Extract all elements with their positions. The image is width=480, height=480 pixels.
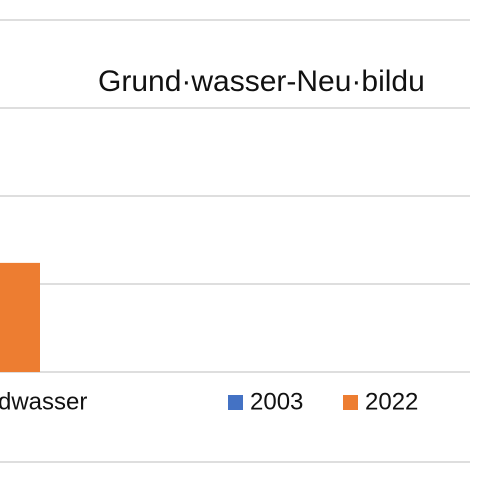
legend-label: 2022: [365, 388, 418, 415]
legend-swatch: [228, 395, 243, 410]
x-tick-label: dwasser: [0, 388, 87, 415]
legend-swatch: [343, 395, 358, 410]
bar: [0, 262, 40, 372]
legend-label: 2003: [250, 388, 303, 415]
chart-title: Grund·wasser-Neu·bildu: [98, 65, 425, 98]
